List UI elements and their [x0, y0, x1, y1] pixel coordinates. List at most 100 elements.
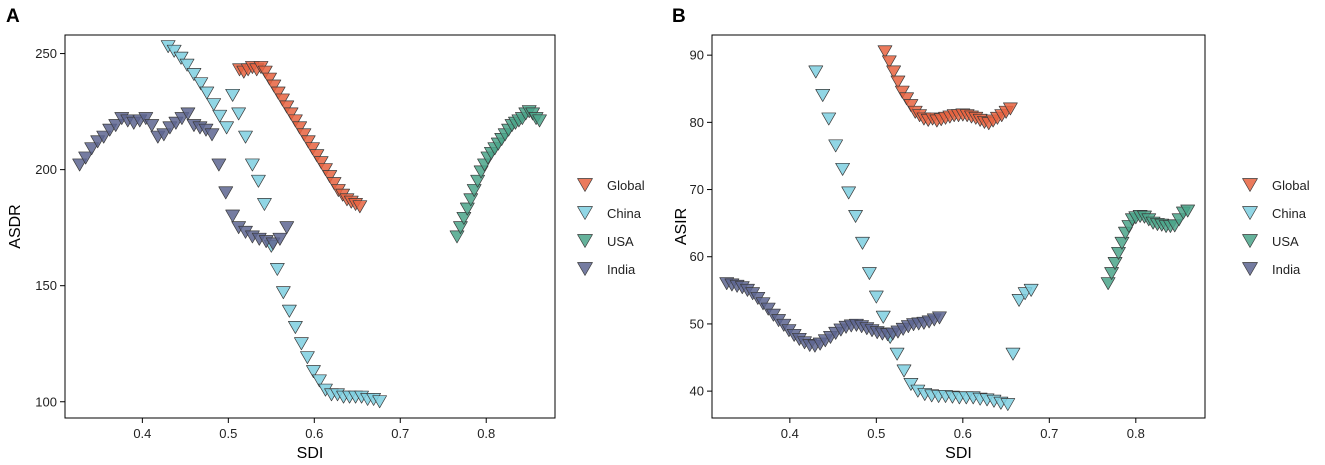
data-point: [449, 230, 465, 244]
x-tick-label: 0.4: [133, 426, 151, 441]
data-point: [138, 112, 154, 125]
data-point: [1011, 294, 1027, 307]
legend-label: USA: [607, 234, 634, 249]
data-point: [206, 98, 222, 112]
series-global: [877, 45, 1018, 131]
series-usa: [1100, 204, 1196, 291]
data-point: [532, 114, 547, 128]
data-point: [156, 128, 172, 142]
data-point: [276, 286, 291, 300]
data-point: [313, 156, 329, 170]
data-point: [186, 68, 202, 81]
data-point: [300, 351, 315, 365]
y-tick-label: 90: [690, 48, 704, 63]
data-point: [193, 77, 209, 91]
data-point: [251, 174, 266, 188]
data-point: [173, 51, 189, 65]
data-point: [862, 267, 877, 280]
data-point: [309, 149, 325, 163]
x-tick-label: 0.6: [305, 426, 323, 441]
legend-label: China: [1272, 206, 1307, 221]
data-point: [294, 337, 309, 351]
data-point: [180, 107, 196, 121]
x-tick-label: 0.5: [219, 426, 237, 441]
data-point: [265, 237, 281, 251]
data-point: [1005, 347, 1021, 361]
data-point: [896, 364, 912, 378]
x-tick-label: 0.7: [391, 426, 409, 441]
data-point: [72, 158, 87, 172]
data-point: [257, 65, 273, 79]
data-point: [841, 186, 857, 200]
panel-label: A: [6, 6, 20, 27]
x-tick-label: 0.8: [477, 426, 495, 441]
data-point: [212, 109, 228, 123]
data-point: [886, 65, 901, 79]
data-point: [219, 121, 234, 135]
data-point: [881, 55, 897, 69]
data-point: [875, 310, 891, 324]
x-tick-label: 0.7: [1040, 426, 1058, 441]
y-tick-label: 150: [35, 278, 57, 293]
y-tick-label: 100: [35, 394, 57, 409]
data-point: [889, 347, 905, 361]
data-point: [1003, 102, 1018, 116]
data-point: [211, 158, 227, 172]
data-point: [903, 377, 919, 391]
data-point: [326, 177, 342, 190]
x-tick-label: 0.5: [867, 426, 885, 441]
y-tick-label: 200: [35, 162, 57, 177]
data-point: [292, 121, 308, 135]
data-point: [352, 200, 368, 214]
data-point: [199, 86, 215, 100]
series-usa: [449, 105, 547, 244]
y-axis-label: ASDR: [7, 204, 24, 248]
data-point: [266, 79, 282, 93]
legend-marker: [1242, 178, 1258, 192]
data-point: [868, 290, 884, 304]
data-point: [257, 198, 272, 211]
legend-marker: [1242, 234, 1258, 248]
data-point: [166, 44, 182, 58]
data-point: [84, 142, 99, 156]
legend-marker: [577, 262, 593, 276]
x-axis-label: SDI: [945, 445, 972, 462]
data-point: [283, 107, 299, 121]
legend-label: Global: [607, 178, 645, 193]
chart-panel-a: A 0.4 0.5 0.6 0.7 0.8 100 150 200 250 SDI ASDR Globa…: [6, 6, 645, 462]
data-point: [1100, 277, 1116, 291]
data-point: [96, 130, 112, 144]
data-point: [282, 304, 297, 318]
data-point: [318, 163, 333, 177]
legend-marker: [577, 178, 593, 192]
plot-frame: [711, 34, 1206, 419]
y-tick-label: 60: [690, 249, 704, 264]
data-point: [288, 321, 303, 334]
y-tick-label: 80: [690, 115, 704, 130]
data-point: [305, 142, 320, 156]
data-point: [312, 374, 327, 388]
data-point: [262, 72, 277, 86]
data-point: [890, 75, 906, 89]
data-point: [272, 232, 288, 246]
data-point: [1104, 267, 1119, 280]
series-china: [160, 40, 387, 409]
x-tick-label: 0.4: [781, 426, 799, 441]
data-point: [144, 119, 160, 132]
data-point: [1107, 257, 1123, 270]
plot-frame: [64, 34, 556, 419]
legend: Global China USA India: [1242, 178, 1310, 277]
series-india: [719, 277, 947, 353]
data-point: [1000, 398, 1016, 411]
data-point: [275, 93, 290, 107]
data-point: [296, 128, 312, 142]
data-point: [828, 139, 844, 153]
data-point: [894, 85, 910, 99]
data-point: [848, 210, 863, 223]
series-india: [72, 107, 295, 251]
legend-label: USA: [1272, 234, 1299, 249]
legend-label: India: [1272, 262, 1301, 277]
data-point: [372, 395, 387, 409]
data-point: [903, 99, 919, 112]
